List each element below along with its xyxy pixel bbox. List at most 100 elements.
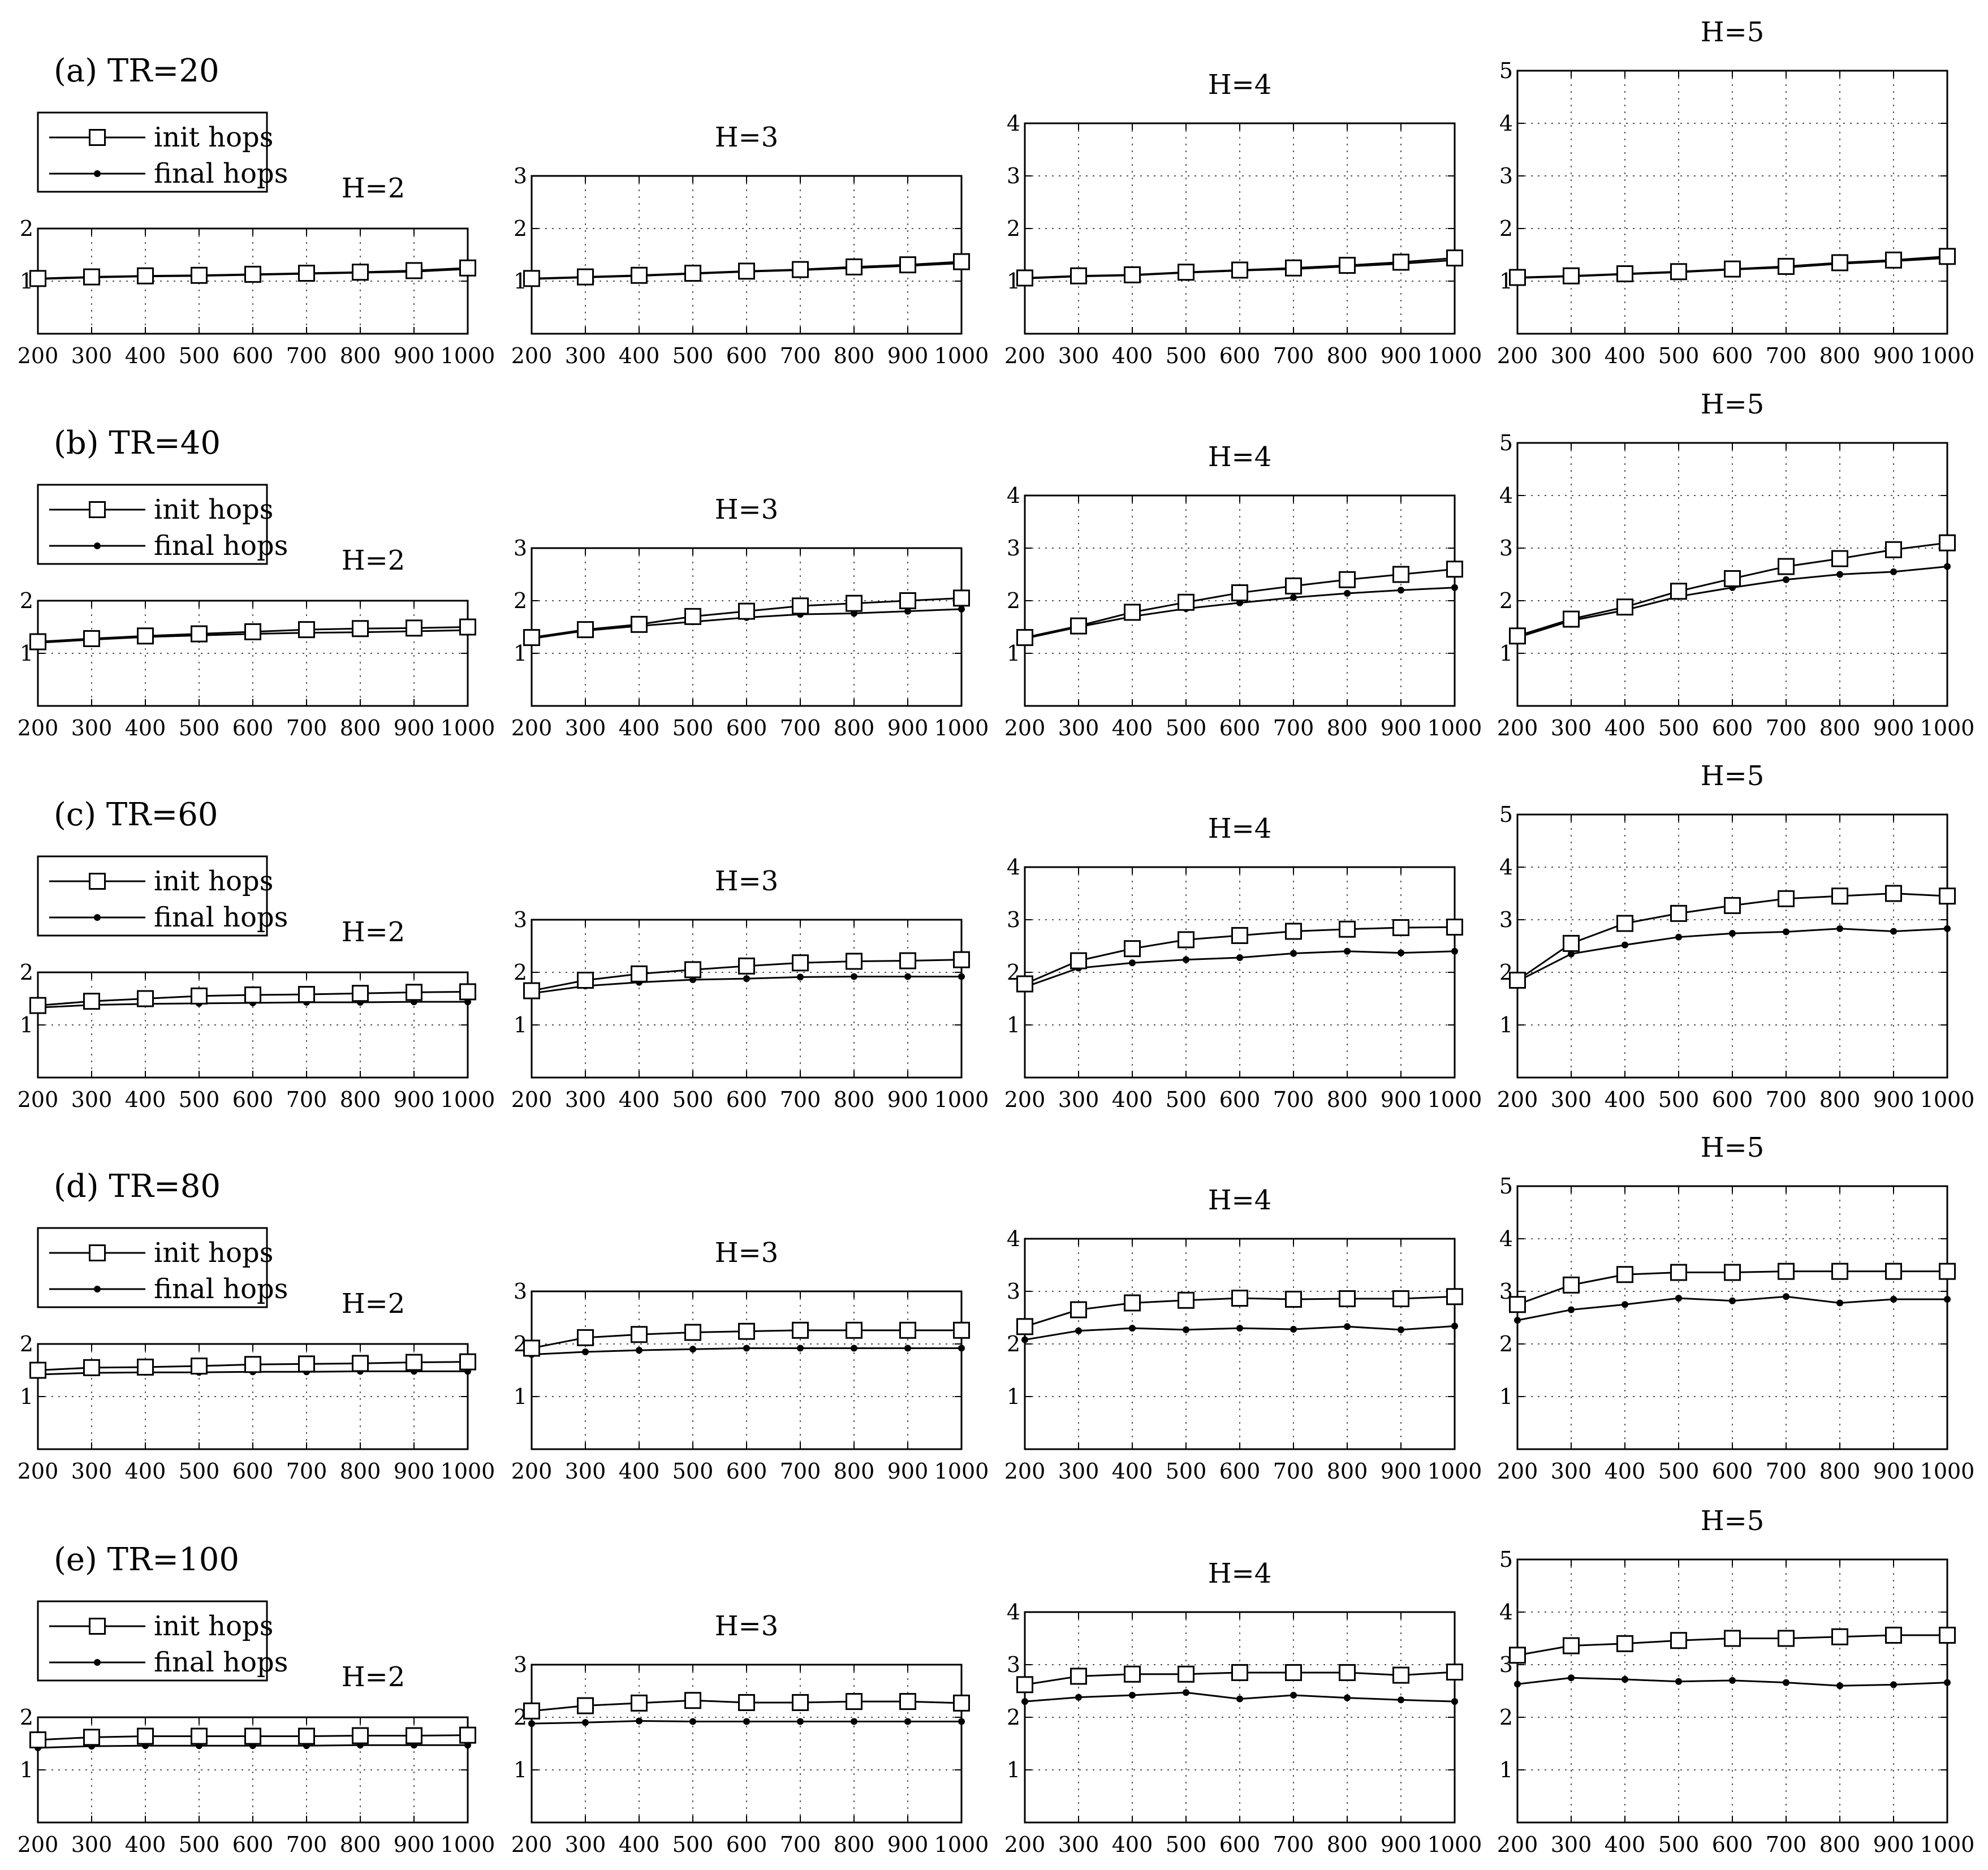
x-tick-label: 300 <box>565 1459 606 1484</box>
x-tick-label: 700 <box>286 716 327 740</box>
init-hops-point <box>1670 1632 1687 1649</box>
init-hops-point <box>738 262 755 280</box>
x-tick-label: 900 <box>1381 716 1422 740</box>
init-hops-point <box>1509 269 1526 286</box>
x-tick-label: 1000 <box>1428 1832 1482 1857</box>
row-label: (c) TR=60 <box>54 796 218 833</box>
x-tick-label: 400 <box>619 716 660 740</box>
x-tick-label: 900 <box>394 1459 435 1484</box>
plot-frame <box>1024 866 1456 1079</box>
x-tick-label: 500 <box>179 1832 220 1857</box>
init-hops-point <box>1724 260 1741 278</box>
y-tick-label: 3 <box>1499 907 1513 932</box>
legend-init-marker <box>89 129 106 146</box>
init-hops-point <box>1831 887 1848 905</box>
row-label: (d) TR=80 <box>54 1168 221 1205</box>
panel-title: H=5 <box>1701 389 1765 420</box>
x-tick-label: 200 <box>1497 1459 1538 1484</box>
x-tick-label: 600 <box>1219 716 1261 740</box>
y-tick-label: 1 <box>20 1757 33 1782</box>
x-tick-label: 700 <box>1273 1087 1314 1112</box>
final-hops-point <box>1344 947 1351 955</box>
y-tick-label: 2 <box>1007 1705 1020 1730</box>
final-hops-point <box>958 973 965 980</box>
init-hops-point <box>298 986 315 1003</box>
init-hops-point <box>631 615 648 633</box>
x-tick-label: 200 <box>511 1087 553 1112</box>
y-tick-label: 4 <box>1499 855 1513 880</box>
init-hops-point <box>1231 584 1248 602</box>
x-tick-label: 500 <box>1166 716 1207 740</box>
x-tick-label: 500 <box>1166 1459 1207 1484</box>
x-tick-label: 300 <box>1551 1087 1592 1112</box>
init-hops-point <box>1339 1290 1356 1308</box>
init-hops-point <box>684 607 701 625</box>
init-hops-point <box>352 1727 369 1744</box>
init-hops-point <box>1616 265 1633 282</box>
x-tick-label: 500 <box>1658 1832 1700 1857</box>
init-hops-point <box>1563 610 1580 628</box>
plot-frame <box>531 1664 963 1824</box>
init-hops-point <box>738 957 755 975</box>
plot-frame <box>1516 70 1948 335</box>
init-hops-point <box>1563 267 1580 285</box>
final-hops-point <box>1514 1681 1521 1688</box>
init-hops-point <box>1339 571 1356 588</box>
final-hops-point <box>851 973 857 980</box>
y-tick-label: 4 <box>1007 1226 1020 1251</box>
x-tick-label: 1000 <box>934 716 989 740</box>
init-hops-point <box>1124 266 1141 283</box>
final-hops-point <box>904 607 911 615</box>
x-tick-label: 1000 <box>1428 1459 1482 1484</box>
init-hops-point <box>1016 1318 1033 1335</box>
init-hops-point <box>406 1727 422 1744</box>
y-tick-label: 4 <box>1499 483 1513 508</box>
final-hops-point <box>743 975 750 983</box>
x-tick-label: 600 <box>726 1087 767 1112</box>
final-hops-point <box>1451 584 1458 591</box>
legend-init-label: init hops <box>154 1610 273 1642</box>
x-tick-label: 800 <box>340 1832 381 1857</box>
init-hops-point <box>1616 1266 1633 1283</box>
legend-init-marker <box>89 501 106 518</box>
panel-title: H=2 <box>342 545 406 576</box>
chart-r3-h2: 200 300 400 500 600 700 800 900 1000 1 2 H=2 (c) TR=… <box>18 796 495 1112</box>
final-hops-point <box>1344 1323 1351 1330</box>
x-tick-label: 900 <box>1873 1459 1914 1484</box>
plot-frame <box>1024 1238 1456 1450</box>
y-tick-label: 3 <box>1007 907 1020 932</box>
init-hops-point <box>1885 1263 1902 1280</box>
y-tick-label: 3 <box>514 1279 527 1304</box>
final-hops-point <box>1836 1299 1843 1307</box>
init-hops-point <box>1509 971 1526 989</box>
init-hops-point <box>846 258 863 275</box>
init-hops-point <box>1124 1665 1141 1683</box>
final-hops-point <box>1398 949 1404 956</box>
final-hops-point <box>1290 1325 1297 1333</box>
init-hops-point <box>244 265 261 283</box>
x-tick-label: 400 <box>1112 343 1153 368</box>
x-tick-label: 700 <box>780 1087 821 1112</box>
init-hops-point <box>1178 1665 1194 1683</box>
x-tick-label: 400 <box>619 343 660 368</box>
init-hops-point <box>953 1694 970 1712</box>
init-hops-point <box>1070 1301 1087 1319</box>
x-tick-label: 400 <box>1112 716 1153 740</box>
init-hops-point <box>792 1321 809 1339</box>
panel-title: H=2 <box>342 173 406 204</box>
init-hops-point <box>523 982 540 999</box>
init-hops-point <box>631 965 648 983</box>
init-hops-point <box>792 954 809 972</box>
final-hops-point <box>1129 1691 1136 1699</box>
final-hops-point <box>904 1345 911 1352</box>
init-hops-point <box>899 1693 916 1710</box>
plot-frame <box>1516 1185 1948 1450</box>
x-tick-label: 700 <box>1273 1832 1314 1857</box>
x-tick-label: 200 <box>511 343 553 368</box>
final-hops-point <box>1021 1698 1028 1705</box>
legend-frame <box>37 484 268 565</box>
